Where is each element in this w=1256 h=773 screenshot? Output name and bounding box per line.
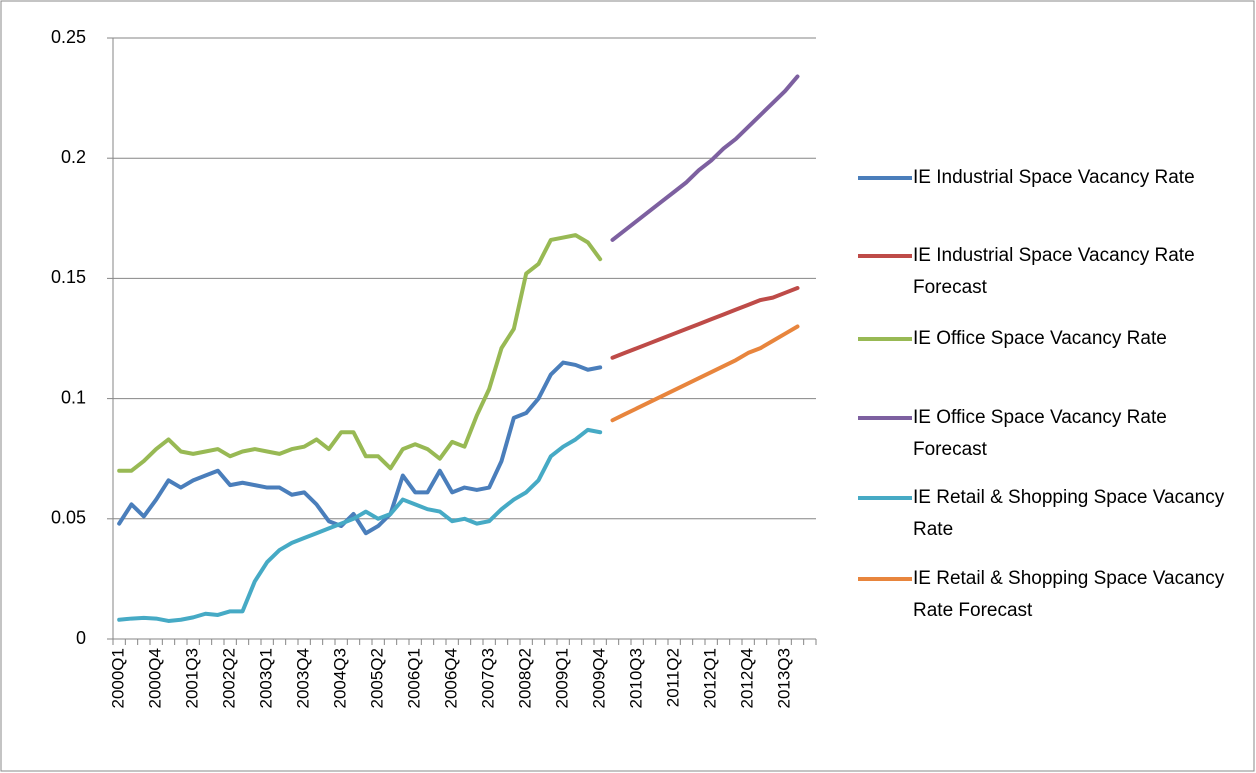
x-tick-label: 2003Q1 xyxy=(257,648,276,709)
x-tick-label: 2012Q4 xyxy=(738,648,757,709)
legend-label: IE Retail & Shopping Space Vacancy Rate xyxy=(913,487,1225,540)
y-tick-label: 0.15 xyxy=(51,267,86,287)
x-tick-label: 2011Q2 xyxy=(664,648,683,707)
series-line xyxy=(610,324,800,423)
x-tick-label: 2012Q1 xyxy=(701,648,720,709)
series-line xyxy=(117,233,603,473)
series-line xyxy=(117,427,603,623)
x-tick-label: 2003Q4 xyxy=(294,648,313,709)
legend-label: IE Office Space Vacancy Rate xyxy=(913,328,1167,349)
x-tick-label: 2000Q1 xyxy=(109,648,128,709)
y-tick-label: 0.25 xyxy=(51,27,86,47)
x-tick-label: 2005Q2 xyxy=(368,648,387,709)
x-tick-label: 2013Q3 xyxy=(775,648,794,709)
series-line xyxy=(610,74,800,242)
x-tick-label: 2006Q4 xyxy=(442,648,461,709)
legend-label: IE Retail & Shopping Space Vacancy Rate … xyxy=(913,568,1225,621)
legend-label: IE Office Space Vacancy Rate Forecast xyxy=(913,407,1167,460)
series-line xyxy=(610,286,800,360)
x-tick-label: 2006Q1 xyxy=(405,648,424,709)
x-tick-label: 2009Q4 xyxy=(590,648,609,709)
x-tick-label: 2010Q3 xyxy=(627,648,646,709)
x-tick-label: 2009Q1 xyxy=(553,648,572,709)
x-tick-label: 2001Q3 xyxy=(183,648,202,709)
legend-label: IE Industrial Space Vacancy Rate Forecas… xyxy=(913,245,1195,298)
y-tick-label: 0.1 xyxy=(61,387,86,407)
x-tick-label: 2008Q2 xyxy=(516,648,535,709)
x-tick-label: 2004Q3 xyxy=(331,648,350,709)
x-tick-label: 2002Q2 xyxy=(220,648,239,709)
x-tick-label: 2007Q3 xyxy=(479,648,498,709)
legend-label: IE Industrial Space Vacancy Rate xyxy=(913,167,1195,188)
y-tick-label: 0.05 xyxy=(51,508,86,528)
y-tick-label: 0.2 xyxy=(61,147,86,167)
x-tick-label: 2000Q4 xyxy=(146,648,165,709)
y-tick-label: 0 xyxy=(76,628,86,648)
series-line xyxy=(117,360,603,536)
